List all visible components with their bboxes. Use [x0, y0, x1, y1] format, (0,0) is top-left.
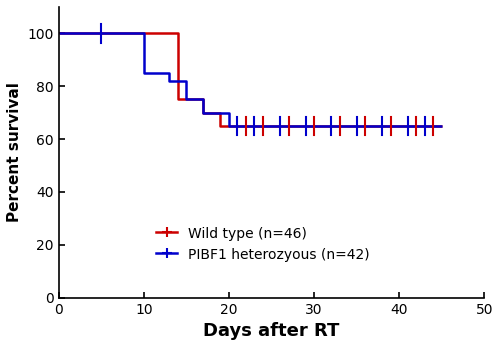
- Legend: Wild type (n=46), PIBF1 heterozyous (n=42): Wild type (n=46), PIBF1 heterozyous (n=4…: [151, 221, 376, 268]
- X-axis label: Days after RT: Days after RT: [204, 322, 340, 340]
- Y-axis label: Percent survival: Percent survival: [7, 82, 22, 222]
